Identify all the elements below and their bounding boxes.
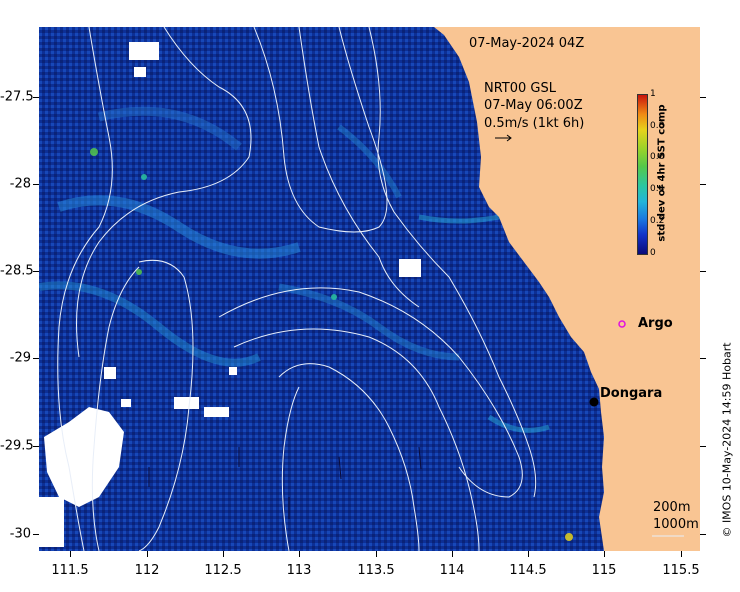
x-tick-label: 111.5 <box>51 563 89 578</box>
sst-map <box>39 27 700 551</box>
colorbar-label: 0.2 <box>650 216 665 226</box>
x-tick-label: 115 <box>591 563 617 578</box>
argo-marker <box>618 320 626 328</box>
contour-label-200m: 200m <box>653 500 691 515</box>
contour-label-1000m: 1000m <box>653 517 699 532</box>
colorbar-label: 0.4 <box>650 184 665 194</box>
x-tick-label: 114.5 <box>509 563 547 578</box>
y-tick-mark-right <box>700 97 706 98</box>
y-tick-mark-right <box>700 534 706 535</box>
colorbar-label: 1 <box>650 89 656 99</box>
scale-arrow <box>495 134 512 142</box>
y-tick-mark <box>33 534 39 535</box>
land-mass <box>434 27 700 551</box>
x-tick-label: 112 <box>134 563 160 578</box>
colorbar <box>637 94 648 255</box>
x-tick-mark <box>604 551 605 557</box>
colorbar-title: std dev of 4hr SST comp <box>656 104 668 242</box>
y-tick-label: -29 <box>9 350 31 366</box>
y-tick-mark <box>33 97 39 98</box>
place-label-dongara: Dongara <box>600 386 663 401</box>
no-data-patches <box>39 42 421 547</box>
current-time: 07-May 06:00Z <box>484 98 583 113</box>
current-vectors <box>148 446 422 519</box>
sst-variability-streaks <box>39 106 573 541</box>
y-tick-mark <box>33 358 39 359</box>
y-tick-label: -30 <box>9 526 31 542</box>
y-tick-label: -27.5 <box>0 89 34 105</box>
x-tick-mark <box>376 551 377 557</box>
map-canvas <box>39 27 700 551</box>
y-tick-label: -28 <box>9 176 31 192</box>
x-tick-mark <box>299 551 300 557</box>
credit-label: © IMOS 10-May-2024 14:59 Hobart <box>720 342 734 538</box>
y-tick-mark-right <box>700 446 706 447</box>
x-tick-label: 114 <box>439 563 465 578</box>
y-tick-mark-right <box>700 358 706 359</box>
x-tick-mark <box>223 551 224 557</box>
date-label: 07-May-2024 04Z <box>469 36 585 51</box>
x-tick-label: 113.5 <box>357 563 395 578</box>
y-tick-mark-right <box>700 271 706 272</box>
y-tick-mark-right <box>700 184 706 185</box>
colorbar-label: 0 <box>650 248 656 258</box>
y-tick-label: -29.5 <box>0 438 34 454</box>
place-label-argo: Argo <box>638 316 673 331</box>
x-tick-mark <box>147 551 148 557</box>
y-tick-label: -28.5 <box>0 263 34 279</box>
x-tick-mark <box>452 551 453 557</box>
scale-vector-label: 0.5m/s (1kt 6h) <box>484 116 585 131</box>
dongara-marker <box>589 397 599 407</box>
colorbar-label: 0.8 <box>650 121 665 131</box>
y-tick-mark <box>33 184 39 185</box>
x-tick-label: 115.5 <box>662 563 700 578</box>
y-tick-mark <box>33 446 39 447</box>
current-product: NRT00 GSL <box>484 81 556 96</box>
x-tick-mark <box>681 551 682 557</box>
x-tick-label: 112.5 <box>204 563 242 578</box>
colorbar-label: 0.6 <box>650 152 665 162</box>
x-tick-label: 113 <box>286 563 312 578</box>
bathymetry-contours <box>57 27 537 551</box>
x-tick-mark <box>70 551 71 557</box>
y-tick-mark <box>33 271 39 272</box>
x-tick-mark <box>528 551 529 557</box>
